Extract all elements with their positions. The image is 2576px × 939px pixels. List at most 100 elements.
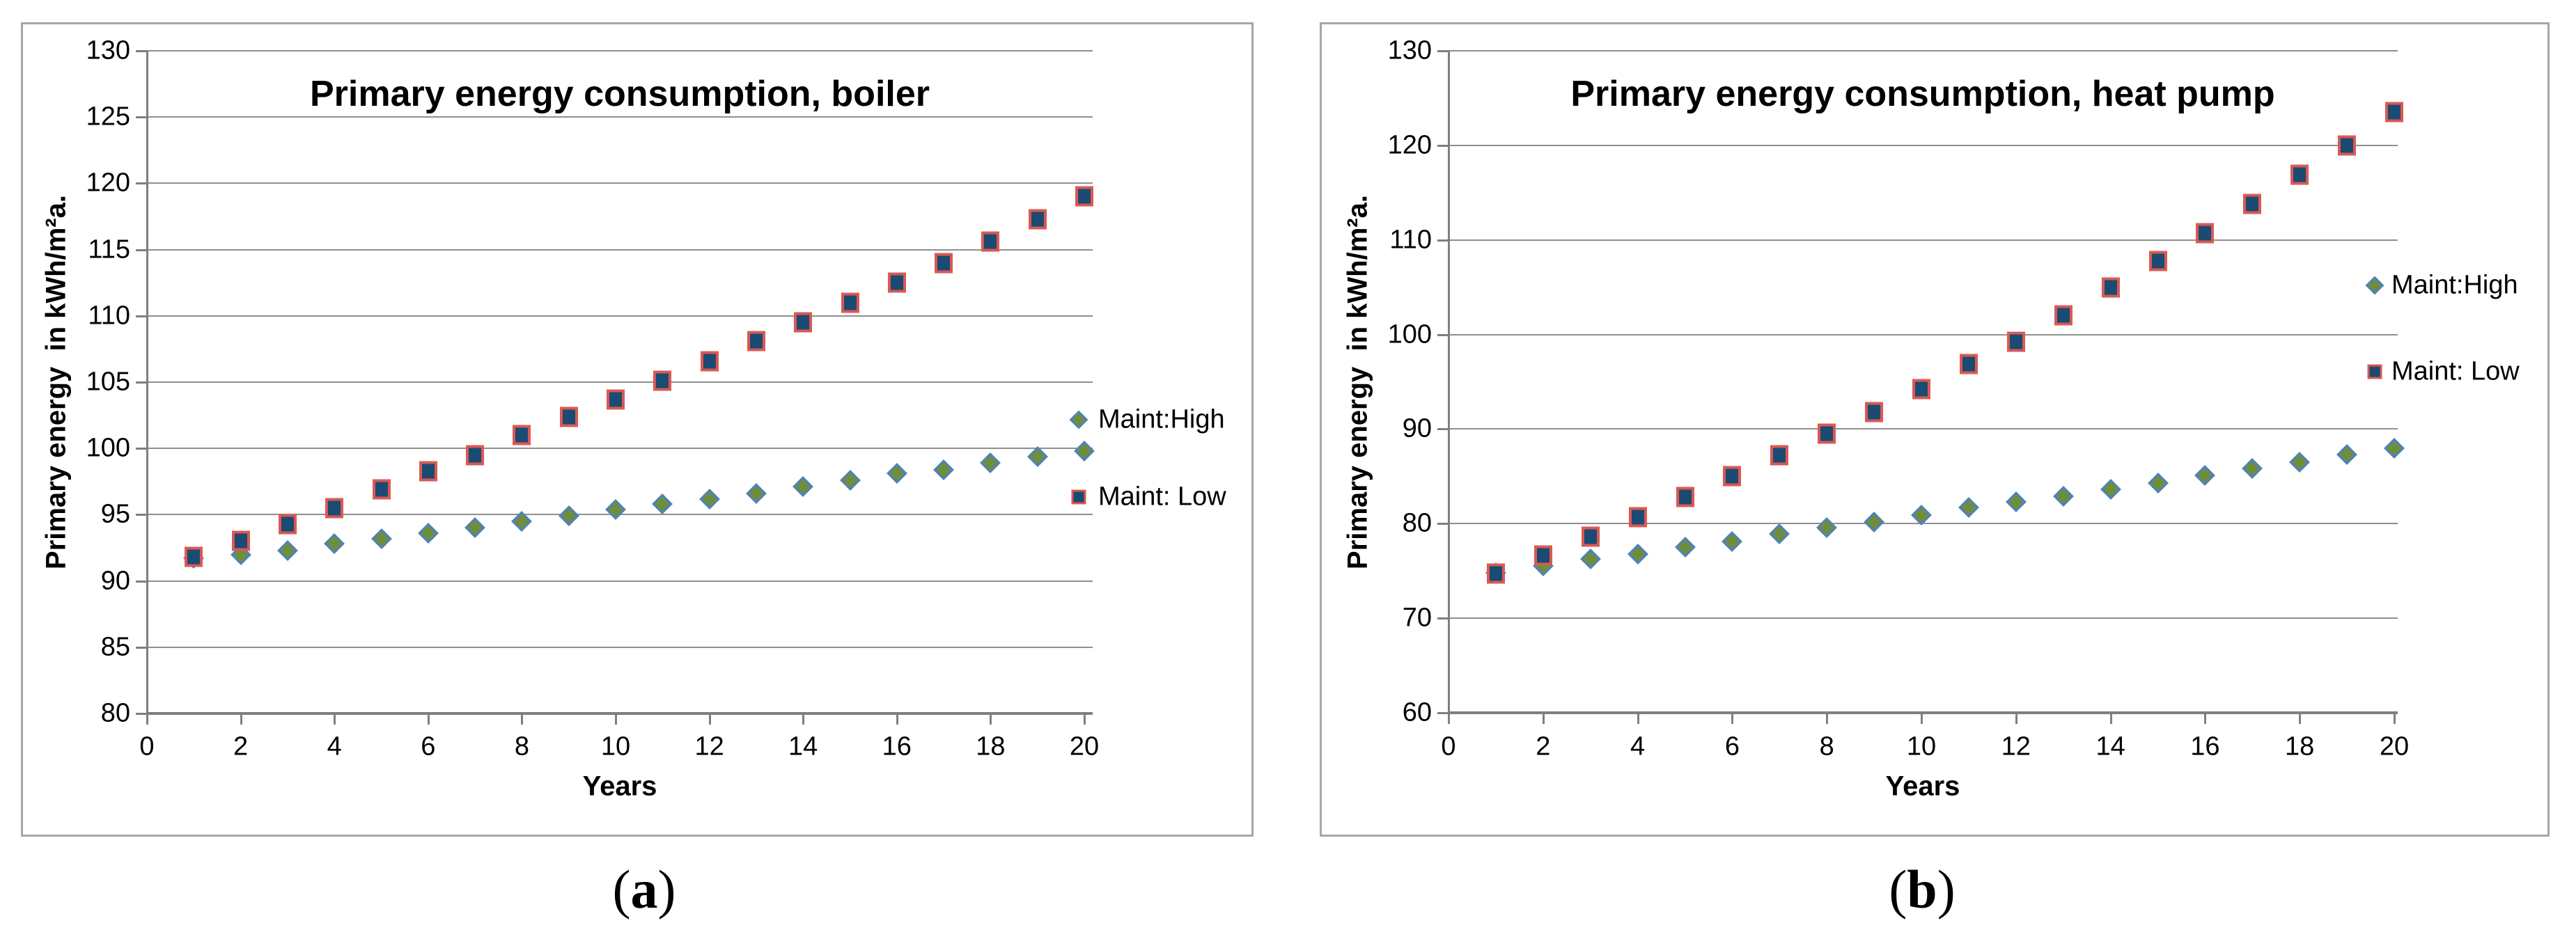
x-axis-tick (2015, 714, 2017, 724)
x-axis-tick (896, 715, 898, 725)
x-tick-label: 20 (1069, 732, 1100, 762)
x-tick-label: 0 (139, 732, 155, 762)
marker-maint-low (1581, 526, 1600, 547)
y-tick-label: 110 (1389, 225, 1432, 255)
marker-maint-low (278, 514, 297, 535)
y-axis-tick (136, 514, 147, 516)
x-axis-tick (1921, 714, 1923, 724)
y-tick-label: 130 (86, 35, 130, 65)
marker-maint-low (2006, 331, 2025, 352)
marker-maint-high (1074, 441, 1095, 461)
marker-maint-low (2196, 223, 2215, 244)
y-axis-tick (136, 713, 147, 715)
y-axis-tick (136, 646, 147, 649)
marker-maint-high (1027, 445, 1048, 467)
marker-maint-low (653, 370, 672, 391)
x-axis-tick (2204, 714, 2207, 724)
y-tick-label: 70 (1402, 603, 1432, 633)
caption-b-paren-open: ( (1889, 859, 1907, 920)
marker-maint-low (325, 498, 344, 519)
x-axis-tick (1731, 714, 1734, 724)
marker-maint-low (419, 461, 437, 482)
y-tick-label: 80 (1402, 508, 1432, 538)
y-axis-tick (136, 116, 147, 119)
gridline (147, 50, 1093, 52)
x-tick-label: 4 (327, 732, 342, 762)
x-axis-tick (2394, 714, 2396, 724)
marker-maint-high (1674, 537, 1696, 558)
legend-label: Maint:High (1098, 404, 1225, 434)
marker-maint-low (513, 425, 531, 445)
marker-maint-low (981, 231, 1000, 252)
marker-maint-low (1533, 545, 1552, 566)
gridline (147, 315, 1093, 317)
x-tick-label: 10 (600, 732, 631, 762)
gridline (147, 182, 1093, 184)
x-axis-title: Years (1885, 771, 1960, 802)
gridline (147, 116, 1093, 118)
x-axis-tick (427, 715, 430, 725)
y-axis-tick (1437, 428, 1449, 431)
marker-maint-high (1627, 543, 1648, 565)
legend-label: Maint: Low (1098, 482, 1226, 512)
marker-maint-low (2243, 194, 2262, 214)
gridline (147, 712, 1093, 715)
marker-maint-high (1579, 548, 1601, 569)
legend-square-marker-icon (1071, 489, 1086, 505)
x-tick-label: 2 (233, 732, 249, 762)
marker-maint-low (1770, 445, 1789, 466)
y-tick-label: 85 (100, 632, 130, 662)
marker-maint-low (2054, 305, 2072, 326)
marker-maint-high (2194, 465, 2216, 486)
x-tick-label: 4 (1630, 732, 1646, 762)
marker-maint-low (794, 312, 813, 333)
y-tick-label: 90 (1402, 413, 1432, 443)
x-tick-label: 8 (514, 732, 529, 762)
y-axis-line (1448, 51, 1450, 724)
marker-maint-high (1958, 497, 1979, 519)
gridline (147, 448, 1093, 450)
caption-b: (b) (1889, 858, 1955, 921)
marker-maint-high (933, 459, 954, 480)
marker-maint-low (372, 479, 391, 500)
legend-square-marker-icon (2367, 364, 2382, 379)
marker-maint-high (2052, 486, 2074, 507)
marker-maint-high (370, 528, 392, 549)
marker-maint-high (277, 539, 298, 561)
caption-a: (a) (613, 858, 676, 921)
marker-maint-low (2385, 102, 2403, 123)
y-axis-tick (1437, 333, 1449, 336)
y-tick-label: 80 (100, 698, 130, 728)
x-axis-tick (1084, 715, 1086, 725)
x-axis-tick (802, 715, 805, 725)
marker-maint-low (1818, 423, 1836, 444)
marker-maint-high (2289, 452, 2311, 473)
x-axis-tick (990, 715, 992, 725)
marker-maint-high (2005, 491, 2027, 512)
x-axis-tick (708, 715, 711, 725)
gridline (1449, 144, 2398, 146)
marker-maint-low (1676, 487, 1694, 507)
marker-maint-low (559, 407, 578, 427)
marker-maint-high (793, 476, 814, 498)
y-tick-label: 100 (1387, 319, 1432, 349)
x-axis-tick (1448, 714, 1450, 724)
y-axis-tick (136, 448, 147, 450)
x-tick-label: 14 (788, 732, 818, 762)
marker-maint-high (2336, 444, 2357, 465)
x-axis-tick (1637, 714, 1639, 724)
y-axis-tick (136, 315, 147, 317)
gridline (147, 580, 1093, 582)
y-axis-tick (1437, 144, 1449, 147)
gridline (1449, 50, 2398, 52)
y-axis-title: Primary energy in kWh/m²a. (40, 195, 72, 569)
marker-maint-high (2242, 458, 2263, 480)
caption-b-paren-close: ) (1937, 859, 1956, 920)
y-axis-tick (136, 580, 147, 583)
y-axis-tick (136, 182, 147, 185)
marker-maint-low (1912, 379, 1930, 400)
gridline (1449, 428, 2398, 430)
x-tick-label: 12 (694, 732, 724, 762)
y-axis-tick (1437, 50, 1449, 52)
